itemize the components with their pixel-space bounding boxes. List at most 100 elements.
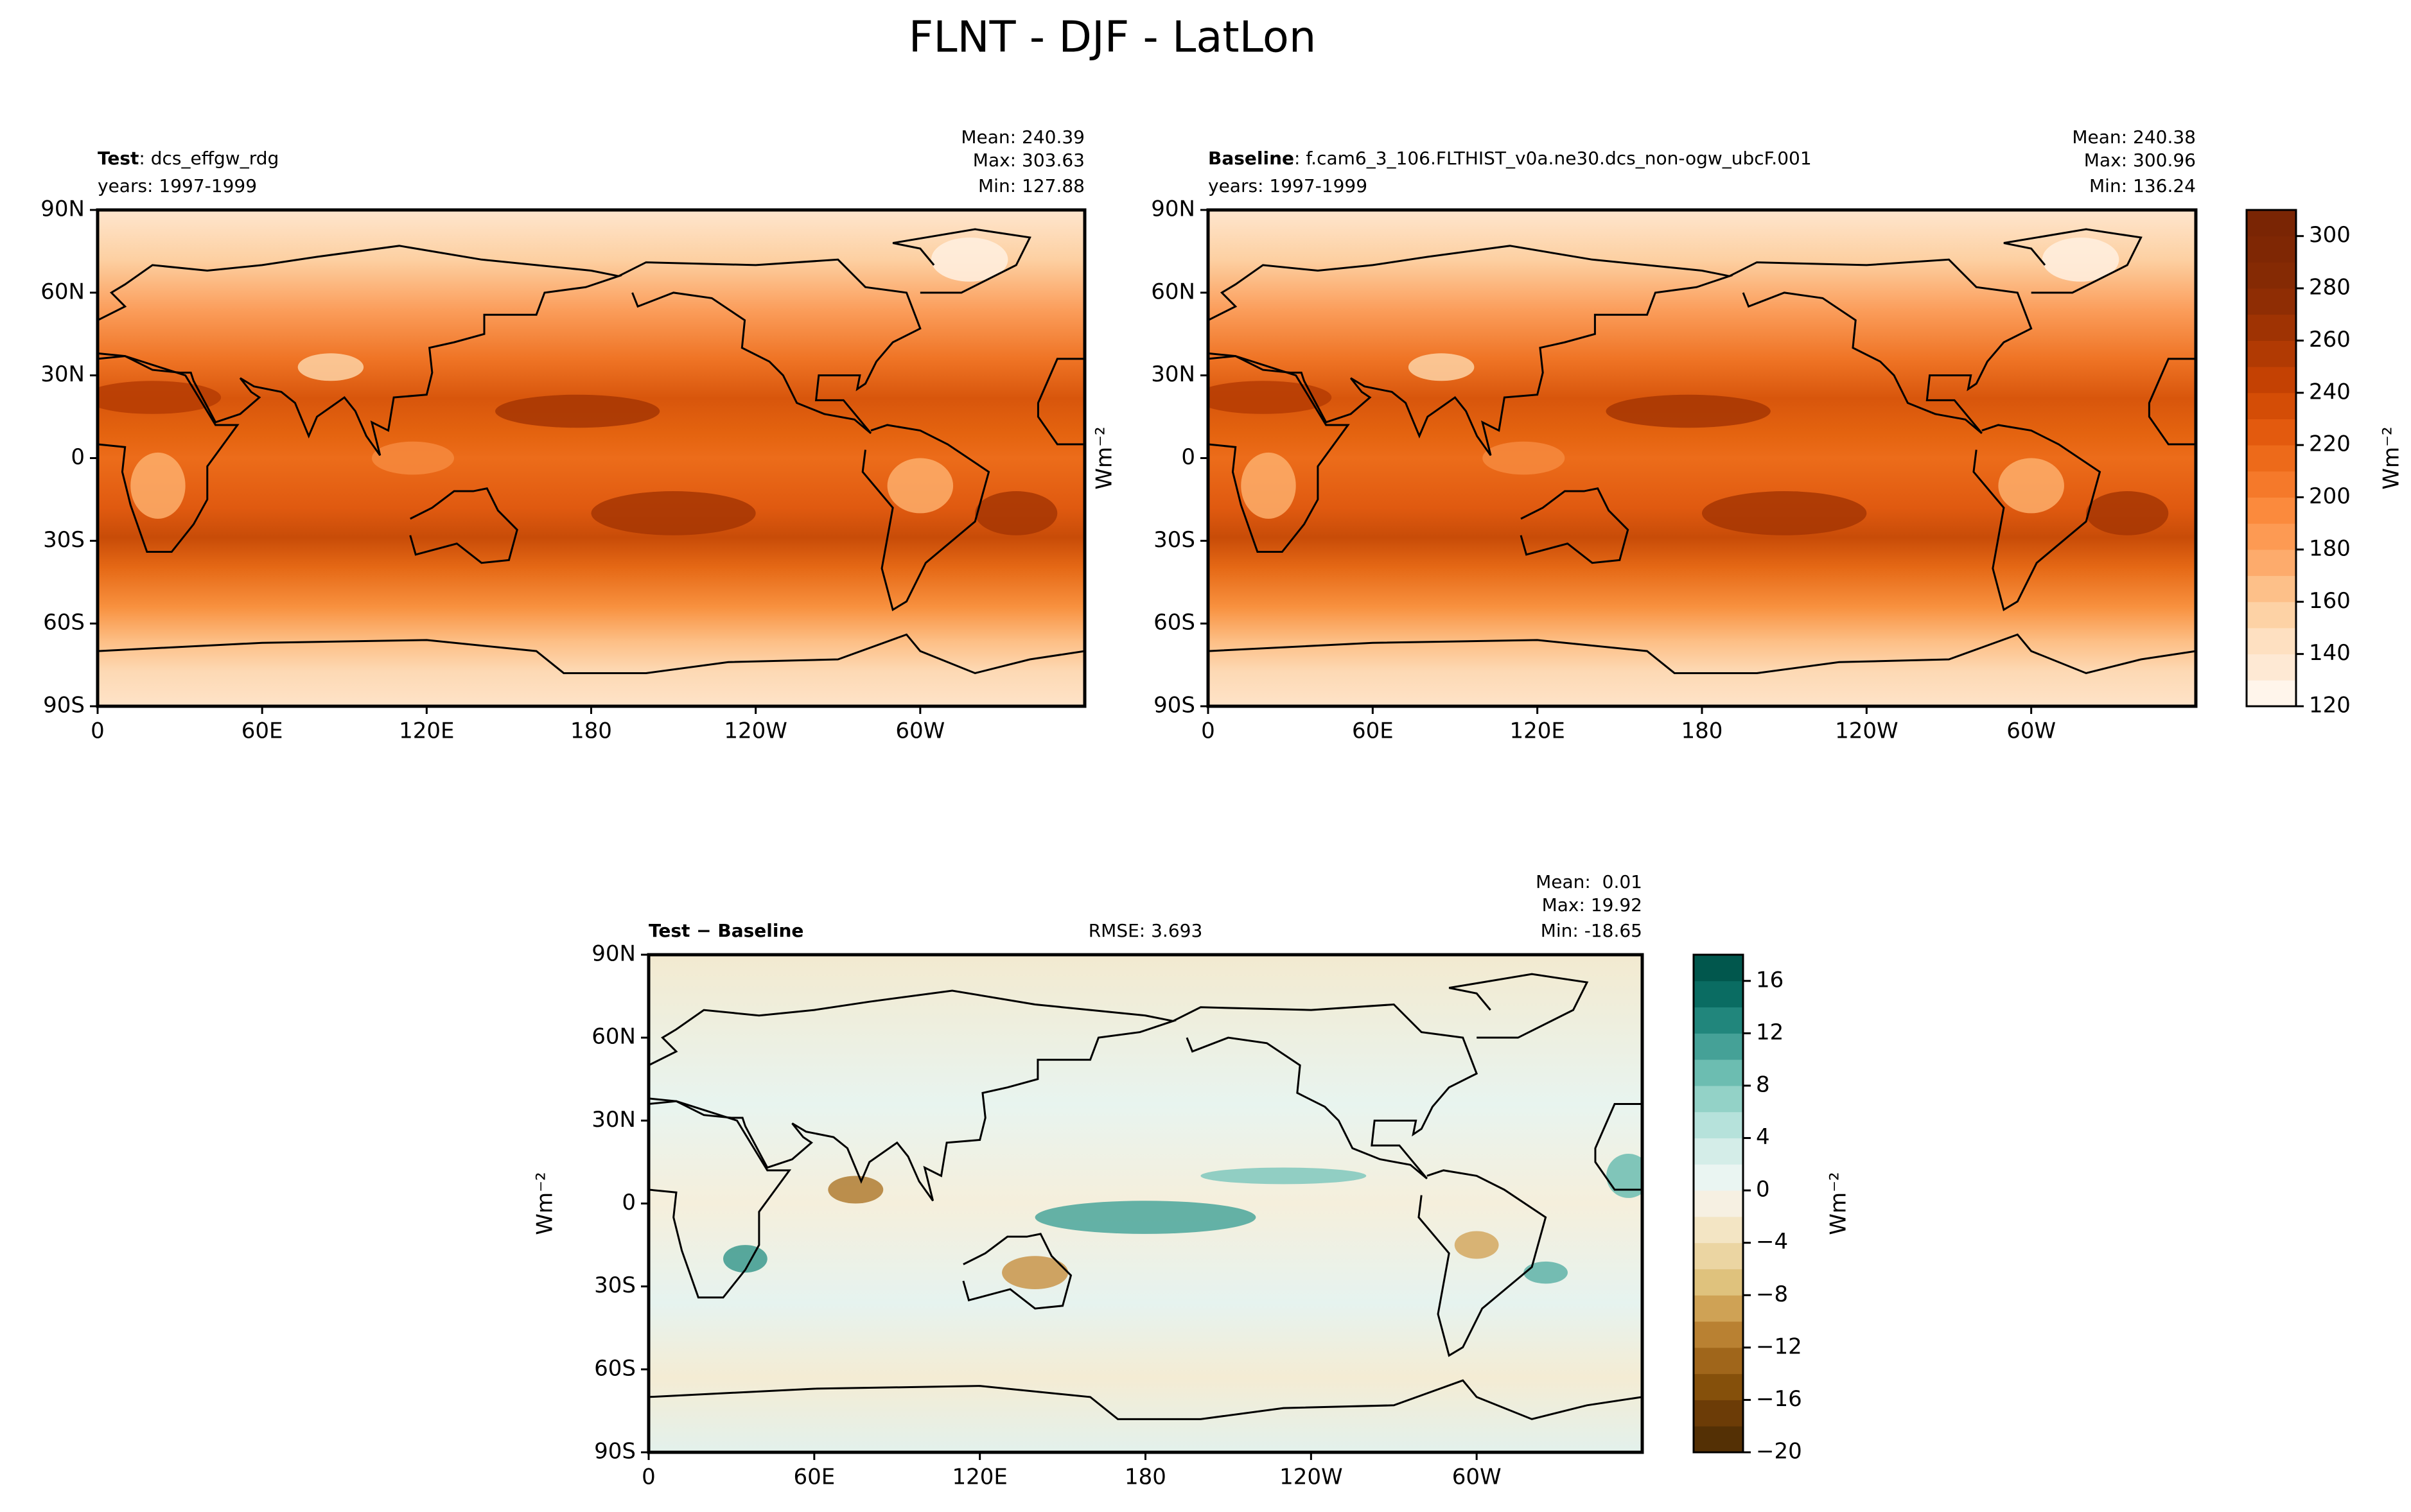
colorbar-segment [2247, 575, 2296, 602]
colorbar-segment [1694, 1111, 1743, 1139]
figure-title: FLNT - DJF - LatLon [909, 12, 1317, 62]
colorbar-tick-label: 4 [1756, 1124, 1770, 1150]
field-feature [1002, 1256, 1069, 1289]
y-tick-label: 30S [1153, 527, 1195, 553]
x-tick-label: 60E [793, 1464, 835, 1490]
colorbar-segment [1694, 1059, 1743, 1086]
coastline [1172, 1003, 1478, 1179]
field-feature [1606, 1154, 1642, 1198]
field-feature [1241, 452, 1296, 519]
panel-title-name: Test [98, 148, 139, 169]
coastline [1037, 358, 1085, 446]
field-feature [887, 458, 954, 514]
y-tick-label: 60N [592, 1024, 636, 1050]
y-tick-label: 90S [43, 693, 85, 718]
coastline [649, 989, 1177, 1202]
coastline [98, 245, 622, 456]
colorbar-tick-label: 240 [2309, 379, 2351, 404]
colorbar-tick-label: −20 [1756, 1439, 1802, 1464]
field-feature [2086, 491, 2169, 535]
field-feature [371, 441, 455, 475]
y-tick-label: 30N [40, 361, 85, 387]
coastline [1417, 1169, 1547, 1357]
colorbar-segment [2247, 314, 2296, 341]
field-feature [130, 452, 186, 519]
field-feature [1998, 458, 2064, 514]
y-tick-label: 60N [40, 279, 85, 304]
colorbar-tick-label: 16 [1756, 967, 1784, 993]
x-tick-label: 180 [1125, 1464, 1166, 1490]
colorbar-tick-label: 280 [2309, 275, 2351, 300]
colorbar-segment [2247, 262, 2296, 289]
colorbar-segment [2247, 419, 2296, 446]
x-tick-label: 0 [91, 718, 105, 744]
panel-title: Test − Baseline [649, 920, 803, 941]
colorbar-segment [2247, 392, 2296, 419]
map-area [649, 955, 1642, 1452]
colorbar-tick-label: −16 [1756, 1386, 1802, 1412]
field-feature [1200, 1167, 1367, 1185]
colorbar-segment [1694, 1007, 1743, 1034]
x-tick-label: 120E [952, 1464, 1007, 1490]
y-tick-label: 30S [594, 1273, 636, 1298]
coastline [409, 487, 518, 564]
colorbar-segment [2247, 654, 2296, 681]
colorbar-tick-label: −8 [1756, 1282, 1788, 1307]
coastline [618, 258, 922, 434]
panel-years: years: 1997-1999 [98, 175, 257, 196]
colorbar-segment [1694, 980, 1743, 1008]
colorbar-segment [2247, 210, 2296, 237]
colorbar-segment [2247, 236, 2296, 263]
colorbar-frame [2245, 209, 2297, 708]
coastline [649, 1379, 1642, 1420]
field-feature [591, 491, 756, 535]
y-tick-label: 60S [594, 1355, 636, 1381]
x-tick-label: 60E [241, 718, 283, 744]
panel-rmse: RMSE: 3.693 [1089, 920, 1203, 941]
colorbar-tick-label: 8 [1756, 1072, 1770, 1097]
colorbar-tick-label: −4 [1756, 1229, 1788, 1255]
colorbar-tick-label: 180 [2309, 535, 2351, 561]
colorbar-segment [2247, 288, 2296, 315]
panel-stat: Max: 303.63 [973, 150, 1085, 171]
colorbar-segment [2247, 367, 2296, 394]
panel-stat: Mean: 0.01 [1536, 871, 1642, 892]
field-feature [1482, 441, 1565, 475]
coastline [98, 355, 240, 553]
field-feature [931, 237, 1008, 282]
coastline [1208, 245, 1733, 456]
coastline [861, 424, 990, 612]
colorbar-segment [1694, 955, 1743, 982]
colorbar-segment [1694, 1400, 1743, 1427]
field-feature [1208, 381, 1332, 414]
colorbar-segment [2247, 627, 2296, 655]
panel-stat: Mean: 240.39 [961, 126, 1085, 148]
colorbar-segment [1694, 1085, 1743, 1113]
y-tick-label: 90S [1153, 693, 1195, 718]
colorbar-tick-label: 140 [2309, 640, 2351, 666]
panel-stat: Min: 136.24 [2089, 175, 2196, 196]
field-feature [1702, 491, 1867, 535]
x-tick-label: 180 [570, 718, 612, 744]
coastline [1594, 1103, 1642, 1191]
panel-stat: Max: 300.96 [2084, 150, 2196, 171]
x-tick-label: 120E [1509, 718, 1565, 744]
colorbar-segment [1694, 1347, 1743, 1375]
colorbar-tick-label: 12 [1756, 1020, 1784, 1045]
colorbar-segment [1694, 1269, 1743, 1296]
colorbar-segment [1694, 1033, 1743, 1060]
x-tick-label: 180 [1681, 718, 1723, 744]
coastline [892, 228, 1031, 294]
colorbar-segment [1694, 1216, 1743, 1244]
colorbar-tick-label: 200 [2309, 483, 2351, 509]
colorbar-segment [2247, 497, 2296, 524]
colorbar-segment [1694, 1242, 1743, 1269]
field-feature [2042, 237, 2119, 282]
colorbar-label: Wm⁻² [1826, 1172, 1852, 1235]
y-tick-label: 90S [594, 1439, 636, 1464]
colorbar-segment [2247, 340, 2296, 367]
colorbar-segment [1694, 1190, 1743, 1217]
panel-subtitle: : f.cam6_3_106.FLTHIST_v0a.ne30.dcs_non-… [1294, 148, 1812, 169]
coastline [1972, 424, 2101, 612]
